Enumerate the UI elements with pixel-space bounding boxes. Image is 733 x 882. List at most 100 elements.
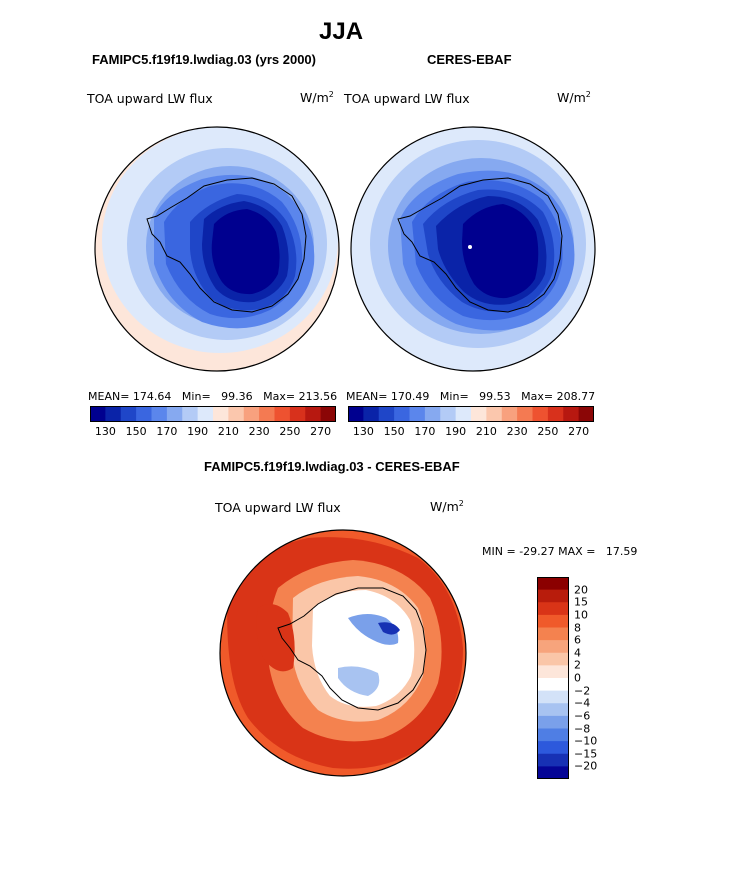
south-pole-marker — [468, 245, 472, 249]
diff-band-near-zero — [312, 590, 415, 707]
units-exponent: 2 — [458, 499, 464, 508]
colorbar-ticks-obs: 130 150 170 190 210 230 250 270 — [348, 425, 594, 439]
contour-band-130 — [462, 204, 539, 299]
colorbar-tick-label: −20 — [574, 759, 598, 773]
colorbar-swatch — [151, 406, 168, 422]
colorbar-tick-label: 130 — [94, 425, 116, 438]
colorbar-tick-label: −15 — [574, 747, 598, 761]
colorbar-swatch — [501, 406, 518, 422]
max-value: 17.59 — [605, 545, 638, 558]
colorbar-swatch — [182, 406, 199, 422]
colorbar-model — [90, 406, 336, 422]
colorbar-swatch — [274, 406, 291, 422]
colorbar-swatch — [424, 406, 441, 422]
colorbar-swatch — [537, 602, 569, 616]
diff-band-negative — [348, 614, 399, 645]
units-label-obs: W/m2 — [557, 90, 591, 105]
max-value: 208.77 — [556, 390, 596, 403]
colorbar-swatch — [486, 406, 503, 422]
colorbar-tick-label: 10 — [574, 608, 588, 622]
colorbar-swatch — [320, 406, 336, 422]
colorbar-tick-label: 210 — [475, 425, 497, 438]
colorbar-swatch — [105, 406, 122, 422]
colorbar-swatch — [547, 406, 564, 422]
units-base: W/m — [557, 90, 586, 106]
min-label: Min= — [181, 390, 211, 403]
units-exponent: 2 — [328, 90, 334, 99]
colorbar-swatch — [537, 766, 569, 779]
colorbar-tick-label: 230 — [506, 425, 528, 438]
polar-map-model — [94, 126, 340, 372]
min-value: 99.36 — [221, 390, 253, 403]
colorbar-swatch — [259, 406, 275, 422]
colorbar-tick-label: 150 — [125, 425, 147, 438]
mean-label: MEAN= — [346, 390, 388, 403]
colorbar-swatch — [409, 406, 426, 422]
colorbar-swatch — [537, 741, 569, 755]
diff-band-strong-negative — [378, 622, 400, 635]
units-label-diff: W/m2 — [430, 499, 464, 514]
colorbar-border — [537, 577, 569, 779]
colorbar-tick-label: 190 — [187, 425, 209, 438]
colorbar-swatch — [197, 406, 214, 422]
variable-label-diff: TOA upward LW flux — [215, 500, 341, 515]
units-base: W/m — [430, 499, 459, 515]
colorbar-swatch — [563, 406, 580, 422]
colorbar-obs — [348, 406, 594, 422]
diff-band-negative-south — [338, 666, 380, 696]
colorbar-swatch — [363, 406, 380, 422]
stats-obs: MEAN= 170.49 Min= 99.53 Max= 208.77 — [346, 390, 595, 403]
min-value: 99.53 — [479, 390, 511, 403]
colorbar-tick-label: −2 — [574, 684, 591, 698]
panel-title-diff: FAMIPC5.f19f19.lwdiag.03 - CERES-EBAF — [204, 459, 460, 474]
colorbar-tick-label: 250 — [279, 425, 301, 438]
colorbar-swatch — [537, 640, 569, 654]
colorbar-swatch — [243, 406, 260, 422]
colorbar-swatch — [537, 715, 569, 729]
colorbar-swatch — [532, 406, 549, 422]
stats-model: MEAN= 174.64 Min= 99.36 Max= 213.56 — [88, 390, 337, 403]
colorbar-tick-label: 8 — [574, 621, 581, 634]
colorbar-tick-label: 2 — [574, 658, 581, 672]
colorbar-swatch — [136, 406, 152, 422]
colorbar-tick-label: −10 — [574, 734, 598, 748]
colorbar-ticks-model: 130 150 170 190 210 230 250 270 — [90, 425, 336, 439]
colorbar-swatch — [120, 406, 137, 422]
colorbar-swatch — [440, 406, 457, 422]
contour-band-130 — [211, 209, 280, 295]
min-value: -29.27 — [519, 545, 555, 558]
colorbar-tick-label: 170 — [156, 425, 178, 438]
colorbar-swatch — [213, 406, 229, 422]
panel-title-obs: CERES-EBAF — [427, 52, 512, 67]
polar-map-diff — [219, 529, 467, 777]
colorbar-tick-label: 150 — [383, 425, 405, 438]
colorbar-tick-label: 230 — [248, 425, 270, 438]
mean-value: 174.64 — [132, 390, 172, 403]
colorbar-swatch — [537, 728, 569, 742]
colorbar-tick-label: 250 — [537, 425, 559, 438]
mean-value: 170.49 — [390, 390, 430, 403]
colorbar-swatch — [517, 406, 533, 422]
max-value: 213.56 — [298, 390, 338, 403]
units-label-model: W/m2 — [300, 90, 334, 105]
units-exponent: 2 — [585, 90, 591, 99]
min-label: MIN = — [482, 545, 516, 558]
colorbar-tick-label: 6 — [574, 633, 581, 647]
map-boundary — [350, 126, 596, 372]
max-label: Max= — [521, 390, 554, 403]
colorbar-tick-label: 190 — [445, 425, 467, 438]
colorbar-tick-label: −4 — [574, 696, 591, 710]
colorbar-swatch — [90, 406, 106, 422]
diff-band-west-positive — [256, 604, 295, 672]
colorbar-swatch — [537, 753, 569, 767]
colorbar-tick-label: 270 — [568, 425, 590, 438]
colorbar-tick-label: −8 — [574, 722, 591, 735]
colorbar-tick-label: 170 — [414, 425, 436, 438]
colorbar-swatch — [471, 406, 487, 422]
stats-diff: MIN = -29.27 MAX = 17.59 — [482, 545, 637, 558]
variable-label-model: TOA upward LW flux — [87, 91, 213, 106]
colorbar-swatch — [578, 406, 594, 422]
min-label: Min= — [439, 390, 469, 403]
colorbar-swatch — [348, 406, 364, 422]
variable-label-obs: TOA upward LW flux — [344, 91, 470, 106]
